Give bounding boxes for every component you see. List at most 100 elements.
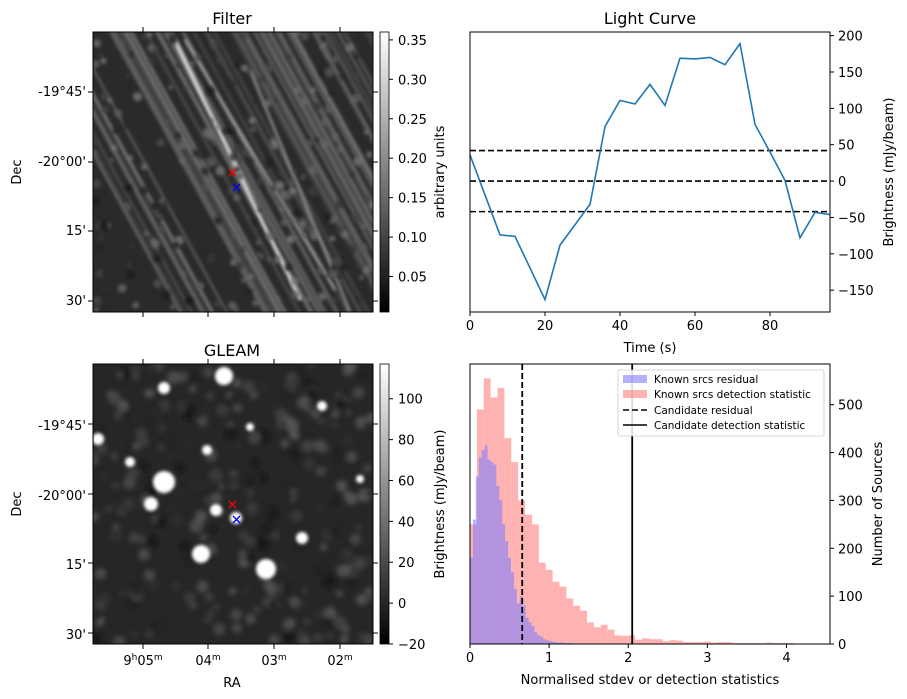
colorbar-tick-label: −20	[398, 638, 425, 653]
colorbar-tick-label: 0.15	[398, 192, 427, 207]
filter-streak	[325, 32, 373, 119]
filter-noise-blob	[300, 32, 310, 41]
filter-noise-blob	[285, 53, 292, 61]
gleam-noise-blob	[231, 622, 243, 634]
filter-noise-blob	[347, 245, 357, 254]
light-curve-title: Light Curve	[604, 9, 696, 28]
filter-noise-blob	[279, 189, 290, 200]
gleam-noise-blob	[148, 581, 160, 593]
gleam-noise-blob	[93, 453, 100, 466]
filter-noise-blob	[328, 89, 335, 96]
gleam-noise-blob	[94, 568, 107, 580]
gleam-noise-blob	[156, 442, 167, 453]
gleam-noise-blob	[260, 506, 272, 517]
filter-panel: Filter -19°45' -20°00' 15' 30' Dec 0.050…	[10, 9, 448, 317]
detection-bar	[593, 627, 601, 644]
gleam-noise-blob	[362, 463, 372, 473]
gleam-noise-blob	[159, 618, 171, 630]
filter-noise-blob	[198, 154, 204, 160]
filter-noise-blob	[99, 52, 104, 58]
filter-noise-blob	[189, 61, 195, 67]
filter-noise-blob	[331, 55, 339, 64]
filter-noise-blob	[168, 85, 173, 90]
gleam-axes-frame	[92, 363, 374, 645]
filter-noise-blob	[313, 102, 322, 110]
filter-noise-blob	[273, 257, 281, 264]
filter-noise-blob	[263, 47, 270, 54]
gleam-noise-blob	[336, 480, 348, 492]
legend-label: Known srcs detection statistic	[654, 389, 811, 401]
histogram-ylabel: Number of Sources	[871, 442, 886, 567]
candidate-marker-blue	[232, 515, 241, 524]
gleam-noise-blob	[230, 609, 242, 621]
detection-bar	[683, 642, 691, 644]
gleam-noise-blob	[283, 445, 293, 456]
detection-bar	[669, 640, 677, 644]
gleam-noise-blob	[289, 509, 303, 523]
gleam-noise-blob	[210, 526, 217, 533]
histogram-panel: 0 1 2 3 4 0 100 200 300 400 500 Normalised stdev o…	[466, 363, 886, 688]
gleam-point-source	[356, 475, 364, 483]
gleam-noise-blob	[288, 596, 300, 608]
filter-noise-blob	[95, 189, 104, 199]
filter-ticks	[88, 27, 378, 317]
gleam-noise-blob	[96, 425, 105, 434]
gleam-noise-blob	[344, 492, 358, 506]
residual-bar	[478, 457, 482, 644]
detection-bar	[655, 639, 663, 644]
filter-noise-blob	[246, 68, 253, 75]
filter-noise-blob	[192, 149, 201, 157]
light-curve-xlabel: Time (s)	[623, 341, 677, 356]
filter-noise-blob	[101, 105, 110, 114]
filter-noise-blob	[324, 214, 333, 222]
filter-streak	[128, 32, 287, 312]
filter-noise-blob	[318, 292, 327, 301]
gleam-noise-blob	[256, 537, 270, 551]
gleam-noise-blob	[187, 371, 200, 384]
filter-noise-blob	[93, 139, 100, 147]
gleam-noise-blob	[138, 568, 145, 576]
filter-noise-blob	[126, 84, 135, 93]
filter-noise-blob	[202, 181, 212, 191]
gleam-noise-blob	[204, 592, 214, 602]
filter-noise-blob	[133, 92, 143, 102]
gleam-noise-blob	[134, 427, 147, 440]
filter-noise-blob	[287, 194, 293, 200]
gleam-point-source	[296, 532, 308, 544]
ytick-label: 100	[838, 590, 863, 605]
gleam-noise-blob	[116, 505, 128, 517]
gleam-noise-blob	[365, 489, 373, 498]
filter-streak	[239, 32, 373, 277]
xtick-label: 2	[624, 651, 632, 666]
filter-noise-blob	[264, 84, 270, 91]
filter-noise-blob	[93, 149, 99, 159]
gleam-noise-blob	[209, 468, 223, 483]
filter-noise-blob	[159, 198, 164, 203]
colorbar-tick-label: 0.10	[398, 231, 427, 246]
legend-label: Known srcs residual	[654, 374, 758, 386]
filter-streak	[182, 32, 339, 312]
filter-noise-blob	[141, 35, 147, 41]
gleam-noise-blob	[164, 439, 174, 449]
filter-noise-blob	[122, 202, 131, 211]
filter-noise-blob	[99, 93, 108, 101]
colorbar-tick-label: 0.30	[398, 73, 427, 88]
detection-bar	[600, 624, 608, 644]
filter-noise-blob	[306, 139, 314, 147]
filter-noise-blob	[208, 117, 215, 124]
filter-noise-blob	[241, 149, 250, 157]
legend-label: Candidate detection statistic	[654, 420, 806, 432]
filter-noise-blob	[249, 126, 257, 133]
gleam-noise-blob	[263, 598, 271, 606]
gleam-noise-blob	[228, 587, 237, 596]
candidate-marker-red	[228, 500, 237, 509]
gleam-noise-blob	[247, 430, 261, 445]
gleam-noise-blob	[129, 629, 139, 639]
detection-bar	[710, 642, 718, 644]
filter-noise-blob	[284, 263, 293, 272]
filter-streak	[342, 32, 373, 88]
filter-streak	[109, 32, 265, 312]
filter-noise-blob	[117, 283, 127, 293]
filter-streak	[110, 32, 267, 312]
gleam-noise-blob	[172, 582, 181, 591]
